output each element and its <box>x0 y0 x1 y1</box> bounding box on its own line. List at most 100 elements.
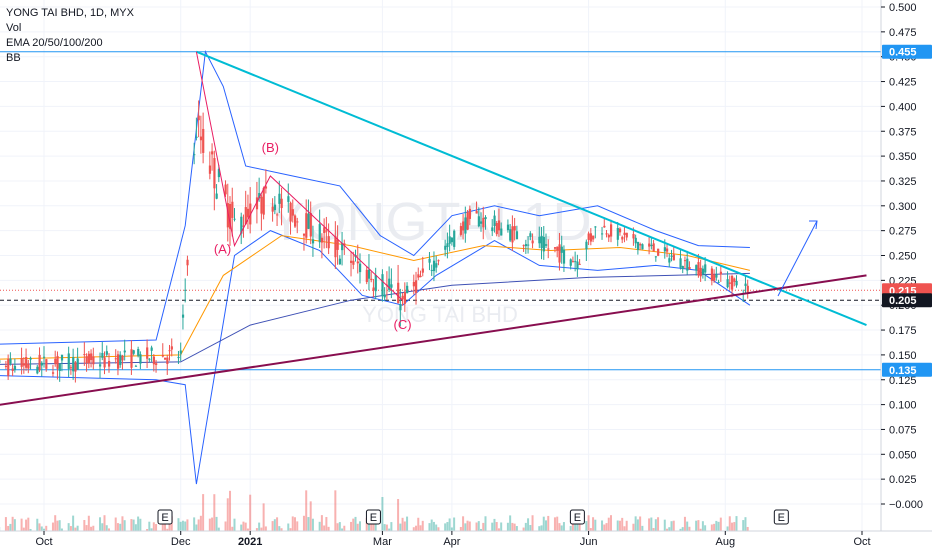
candle-body <box>672 254 675 261</box>
volume-bar <box>179 521 182 531</box>
candle-body <box>184 289 187 291</box>
volume-bar <box>540 525 543 531</box>
volume-bar <box>184 521 187 531</box>
candle-body <box>13 365 17 370</box>
candle-body <box>137 349 140 356</box>
earnings-box <box>365 509 381 525</box>
volume-bar <box>576 523 579 531</box>
volume-bar <box>40 526 43 531</box>
candle-body <box>60 354 64 361</box>
volume-bar <box>213 494 216 531</box>
candle-body <box>623 232 626 235</box>
candle-body <box>636 241 640 251</box>
candle-body <box>161 355 164 357</box>
volume-bar <box>666 528 669 531</box>
legend-symbol[interactable]: YONG TAI BHD, 1D, MYX <box>6 7 134 19</box>
earnings-box <box>157 509 173 525</box>
wave-path <box>195 51 403 301</box>
candle-body <box>699 267 702 277</box>
candle-body <box>704 264 707 273</box>
candle-body <box>264 186 268 189</box>
volume-bar <box>641 525 644 531</box>
candle-body <box>208 165 212 174</box>
candle-body <box>715 274 718 278</box>
candle-body <box>262 187 265 215</box>
candle-body <box>697 262 700 276</box>
candle-body <box>578 263 581 265</box>
earnings-marker[interactable]: E <box>569 509 585 525</box>
volume-bar <box>399 523 402 531</box>
candle-body <box>495 223 498 235</box>
volume-bar <box>446 522 449 531</box>
volume-bar <box>704 525 707 531</box>
candle-body <box>618 228 622 233</box>
legend-bb[interactable]: BB <box>6 52 21 64</box>
price-axis-bg <box>881 0 932 550</box>
volume-bar <box>29 528 32 531</box>
candle-body <box>670 255 673 257</box>
volume-bar <box>260 527 263 531</box>
projection-arrow[interactable] <box>777 220 818 297</box>
earnings-marker[interactable]: E <box>365 509 381 525</box>
volume-bar <box>242 521 245 531</box>
volume-bar <box>524 522 527 531</box>
candle-body <box>287 196 290 202</box>
legend-ema[interactable]: EMA 20/50/100/200 <box>6 37 103 49</box>
volume-bar <box>491 522 494 531</box>
earnings-box <box>773 509 789 525</box>
price-tick-label: 0.125 <box>889 375 917 387</box>
candle-body <box>585 241 588 250</box>
volume-bar <box>130 519 133 531</box>
candle-body <box>531 240 534 244</box>
volume-bar <box>432 521 435 531</box>
candle-body <box>211 151 214 155</box>
volume-bar <box>327 526 330 531</box>
candle-body <box>370 278 373 281</box>
price-tick-label: 0.100 <box>889 400 917 412</box>
earnings-marker[interactable]: E <box>773 509 789 525</box>
volume-bar <box>9 523 12 531</box>
price-badge: 0.135 <box>882 362 932 377</box>
volume-bar <box>574 520 577 531</box>
volume-bar <box>605 523 608 531</box>
volume-bar <box>448 518 451 531</box>
volume-bar <box>264 526 267 531</box>
volume-bar <box>356 523 359 531</box>
volume-bar <box>585 521 588 531</box>
volume-bar <box>90 526 93 531</box>
candle-body <box>686 258 689 271</box>
wave-label: (C) <box>394 317 412 332</box>
time-tick-label: 2021 <box>238 536 262 548</box>
candle-body <box>54 358 57 364</box>
volume-bar <box>323 525 326 531</box>
legend-volume[interactable]: Vol <box>6 22 22 34</box>
volume-bar <box>571 518 574 531</box>
time-axis-bg <box>0 531 881 550</box>
volume-bar <box>262 503 265 531</box>
candle-body <box>681 266 684 270</box>
candle-body <box>367 269 371 279</box>
price-axis[interactable]: 0.5000.4750.4500.4250.4000.3750.3500.325… <box>880 0 932 550</box>
volume-bar <box>38 523 41 531</box>
candle-body <box>152 356 156 365</box>
time-axis[interactable]: Oct Dec 2021 Mar Apr Jun Aug Oct <box>0 530 932 550</box>
volume-bar <box>464 523 467 531</box>
candle-body <box>556 246 559 251</box>
price-tick-label: 0.300 <box>889 201 917 213</box>
volume-bar <box>415 525 418 531</box>
candle-body <box>271 206 274 212</box>
earnings-marker[interactable]: E <box>157 509 173 525</box>
time-tick-label: Apr <box>443 536 460 548</box>
volume-bar <box>587 515 590 531</box>
candle-body <box>421 268 424 273</box>
candle-body <box>560 246 563 253</box>
candle-body <box>119 354 122 366</box>
volume-bar <box>155 524 158 531</box>
volume-bar <box>632 523 635 531</box>
volume-bar <box>36 518 39 531</box>
volume-bar <box>325 517 328 531</box>
trendlines[interactable] <box>0 50 867 410</box>
volume-bar <box>428 523 431 531</box>
